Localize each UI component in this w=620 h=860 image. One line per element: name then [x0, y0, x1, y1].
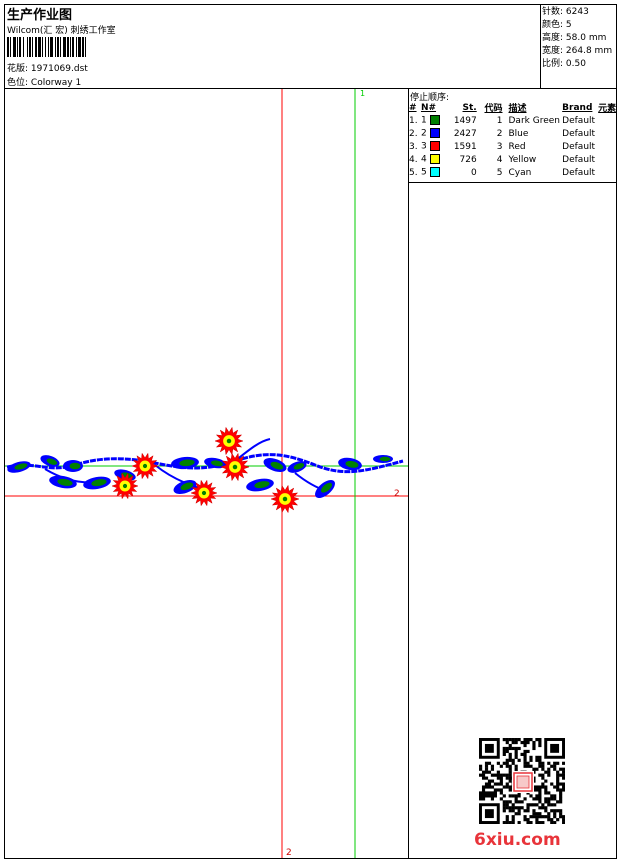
design-label: 花版: — [7, 64, 29, 74]
table-row: 1. 1 1497 1 Dark Green Default — [409, 114, 620, 127]
row-stitches: 0 — [470, 167, 477, 178]
design-canvas: 1 2 2 — [5, 89, 408, 858]
barcode — [7, 37, 86, 57]
row-code: 1 — [496, 115, 503, 126]
col-index: # — [409, 102, 417, 113]
row-brand: Default — [562, 128, 596, 139]
row-code: 2 — [496, 128, 503, 139]
row-description: Dark Green — [508, 115, 560, 126]
design-stats: 针数: 6243 颜色: 5 高度: 58.0 mm 宽度: 264.8 mm … — [542, 6, 612, 71]
row-stitches: 726 — [459, 154, 477, 165]
colorway-value: Colorway 1 — [30, 78, 82, 88]
embroidery-design — [6, 426, 404, 514]
panel-divider — [408, 88, 409, 859]
row-description: Blue — [508, 128, 529, 139]
header-divider — [4, 88, 617, 89]
table-divider — [408, 182, 617, 183]
qr-code — [479, 738, 565, 824]
col-code: 代码 — [484, 104, 503, 114]
row-description: Yellow — [508, 154, 537, 165]
row-code: 3 — [496, 141, 503, 152]
col-description: 描述 — [508, 104, 527, 114]
color-swatch — [429, 141, 440, 152]
row-index: 2. — [409, 128, 418, 139]
table-row: 3. 3 1591 3 Red Default — [409, 140, 620, 153]
green-guide-marker: 1 — [360, 89, 365, 98]
row-stitches: 1591 — [453, 141, 477, 152]
row-index: 5. — [409, 167, 418, 178]
row-needle: 5 — [421, 166, 441, 179]
red-guide-marker-bottom: 2 — [286, 848, 292, 858]
site-logo: 6xiu.com — [474, 830, 561, 850]
row-brand: Default — [562, 115, 596, 126]
stats-divider — [540, 4, 541, 89]
stat-stitches: 针数: 6243 — [542, 7, 589, 17]
row-stitches: 1497 — [453, 115, 477, 126]
table-row: 5. 5 0 5 Cyan Default — [409, 166, 620, 179]
color-swatch — [429, 115, 440, 126]
row-stitches: 2427 — [453, 128, 477, 139]
colorway-label: 色位: — [7, 78, 29, 88]
col-needle: N# — [420, 102, 437, 113]
row-needle: 3 — [421, 140, 441, 153]
table-header-row: # N# St. 代码 描述 Brand 元素 — [409, 101, 620, 115]
company-name: Wilcom(汇 宏) 刺绣工作室 — [7, 26, 116, 36]
table-row: 4. 4 726 4 Yellow Default — [409, 153, 620, 166]
row-needle: 2 — [421, 127, 441, 140]
sheet-frame — [4, 4, 617, 859]
col-stitches: St. — [462, 102, 477, 113]
col-element: 元素 — [598, 104, 617, 114]
design-value: 1971069.dst — [30, 64, 88, 74]
row-brand: Default — [562, 154, 596, 165]
stat-height: 高度: 58.0 mm — [542, 33, 607, 43]
stat-width: 宽度: 264.8 mm — [542, 46, 613, 56]
colorway: 色位: Colorway 1 — [7, 75, 81, 88]
row-brand: Default — [562, 167, 596, 178]
row-needle: 1 — [421, 114, 441, 127]
row-brand: Default — [562, 141, 596, 152]
table-row: 2. 2 2427 2 Blue Default — [409, 127, 620, 140]
page-title: 生产作业图 — [7, 8, 73, 23]
design-file: 花版: 1971069.dst — [7, 61, 88, 74]
row-code: 5 — [496, 167, 503, 178]
stat-colors: 颜色: 5 — [542, 20, 572, 30]
stat-scale: 比例: 0.50 — [542, 59, 586, 69]
color-swatch — [429, 154, 440, 165]
stop-sequence-title: 停止顺序: — [410, 93, 450, 103]
row-index: 4. — [409, 154, 418, 165]
row-description: Cyan — [508, 167, 532, 178]
row-description: Red — [508, 141, 526, 152]
col-brand: Brand — [562, 102, 593, 113]
stop-sequence-table: # N# St. 代码 描述 Brand 元素 1. 1 1497 1 Dark Gr… — [409, 101, 620, 179]
row-index: 3. — [409, 141, 418, 152]
row-index: 1. — [409, 115, 418, 126]
red-guide-marker-right: 2 — [394, 489, 400, 499]
color-swatch — [429, 167, 440, 178]
color-swatch — [429, 128, 440, 139]
row-needle: 4 — [421, 153, 441, 166]
row-code: 4 — [496, 154, 503, 165]
